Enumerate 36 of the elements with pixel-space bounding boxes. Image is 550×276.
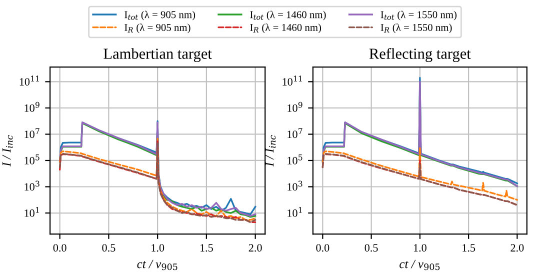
y-tick-label: 10$^{5}$	[24, 154, 40, 164]
y-tick-label: 10$^{5}$	[288, 154, 302, 164]
y-tick-label: 10$^{9}$	[288, 102, 302, 112]
y-tick-label: 10$^{9}$	[24, 102, 40, 112]
x-tick-label: 1.0	[152, 244, 164, 252]
legend-label: I$_{tot}$ (λ = 1550 nm)	[380, 10, 457, 20]
y-tick-label: 10$^{11}$	[20, 76, 39, 86]
x-tick-label: 0.5	[102, 244, 116, 252]
x-tick-label: 0.0	[316, 244, 330, 252]
y-tick-label: 10$^{3}$	[288, 180, 302, 191]
line-series	[322, 153, 518, 206]
x-axis-title: ct / v$_{905}$	[137, 260, 178, 270]
legend-label: I$_{tot}$ (λ = 1460 nm)	[250, 10, 326, 20]
x-tick-label: 0.0	[53, 244, 66, 252]
chart-title: Reflecting target	[369, 48, 471, 62]
chart-title: Lambertian target	[104, 48, 212, 62]
y-axis-title: I / I$_{inc}$	[2, 135, 13, 167]
line-series	[322, 146, 518, 201]
x-axis-title: ct / v$_{905}$	[400, 260, 440, 270]
y-tick-label: 10$^{3}$	[24, 180, 40, 191]
legend-label: I$_{R}$ (λ = 1460 nm)	[250, 24, 322, 34]
y-axis-title: I / I$_{inc}$	[265, 135, 276, 167]
legend-label: I$_{R}$ (λ = 905 nm)	[124, 24, 190, 34]
y-tick-label: 10$^{1}$	[24, 206, 39, 217]
x-tick-label: 1.0	[414, 244, 426, 252]
y-tick-label: 10$^{7}$	[24, 128, 40, 138]
y-tick-label: 10$^{11}$	[282, 76, 302, 86]
legend-label: I$_{tot}$ (λ = 905 nm)	[124, 10, 196, 20]
legend-label: I$_{R}$ (λ = 1550 nm)	[380, 24, 452, 34]
y-tick-label: 10$^{7}$	[288, 128, 302, 138]
x-tick-label: 1.5	[462, 244, 476, 252]
y-tick-label: 10$^{1}$	[288, 206, 302, 217]
x-tick-label: 2.0	[248, 244, 262, 252]
x-tick-label: 0.5	[364, 244, 378, 252]
x-tick-label: 2.0	[510, 244, 524, 252]
x-tick-label: 1.5	[200, 244, 213, 252]
